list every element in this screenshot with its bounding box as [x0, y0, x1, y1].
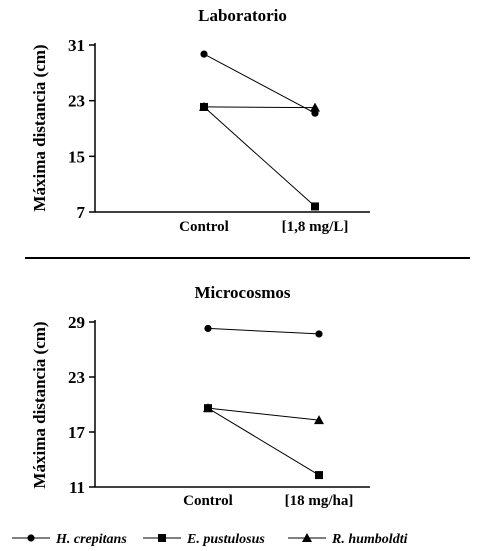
data-point-circle — [200, 50, 208, 58]
y-tick-label: 11 — [69, 478, 85, 497]
x-category-label: [1,8 mg/L] — [282, 219, 349, 235]
data-point-triangle — [203, 403, 213, 413]
data-point-triangle — [314, 415, 324, 425]
y-tick-label: 31 — [68, 36, 85, 55]
y-tick-label: 15 — [68, 147, 85, 166]
legend-label: R. humboldti — [331, 532, 408, 547]
legend-label: E. pustulosus — [186, 532, 265, 547]
legend-item: H. crepitans — [12, 532, 127, 547]
y-tick-label: 17 — [68, 423, 86, 442]
x-category-label: Control — [183, 493, 233, 509]
y-axis-label: Máxima distancia (cm) — [30, 321, 49, 488]
y-tick-label: 23 — [68, 92, 85, 111]
series-line-1 — [203, 53, 316, 114]
legend-marker-square — [158, 534, 166, 542]
chart-panel-1: Laboratorio 7 15 23 31 Máxima distancia (cm) C… — [30, 6, 370, 235]
legend-marker-circle — [27, 534, 35, 542]
x-category-label: Control — [179, 219, 229, 235]
y-tick-label: 7 — [77, 203, 86, 222]
y-axis-label: Máxima distancia (cm) — [30, 44, 49, 211]
series-line-3 — [207, 407, 320, 421]
data-point-circle — [315, 330, 323, 338]
series-line-2 — [203, 106, 316, 207]
legend-marker-triangle — [302, 533, 312, 542]
legend-label: H. crepitans — [55, 532, 127, 547]
series-line-2 — [207, 407, 320, 476]
legend: H. crepitans E. pustulosus R. humboldti — [12, 532, 408, 547]
series-line-1 — [207, 327, 320, 335]
data-point-triangle — [310, 102, 320, 112]
chart-title: Laboratorio — [198, 6, 287, 25]
y-tick-label: 29 — [68, 313, 85, 332]
x-category-label: [18 mg/ha] — [285, 493, 354, 509]
chart-panel-2: Microcosmos 11 17 23 29 Máxima distancia (cm)… — [30, 283, 370, 509]
data-point-square — [311, 202, 319, 211]
y-tick-label: 23 — [68, 368, 85, 387]
data-point-circle — [204, 324, 212, 333]
legend-item: R. humboldti — [288, 532, 408, 547]
chart-title: Microcosmos — [195, 283, 291, 302]
data-point-square — [315, 471, 323, 480]
series-line-3 — [203, 106, 316, 109]
data-point-triangle — [199, 101, 209, 111]
legend-item: E. pustulosus — [143, 532, 265, 547]
